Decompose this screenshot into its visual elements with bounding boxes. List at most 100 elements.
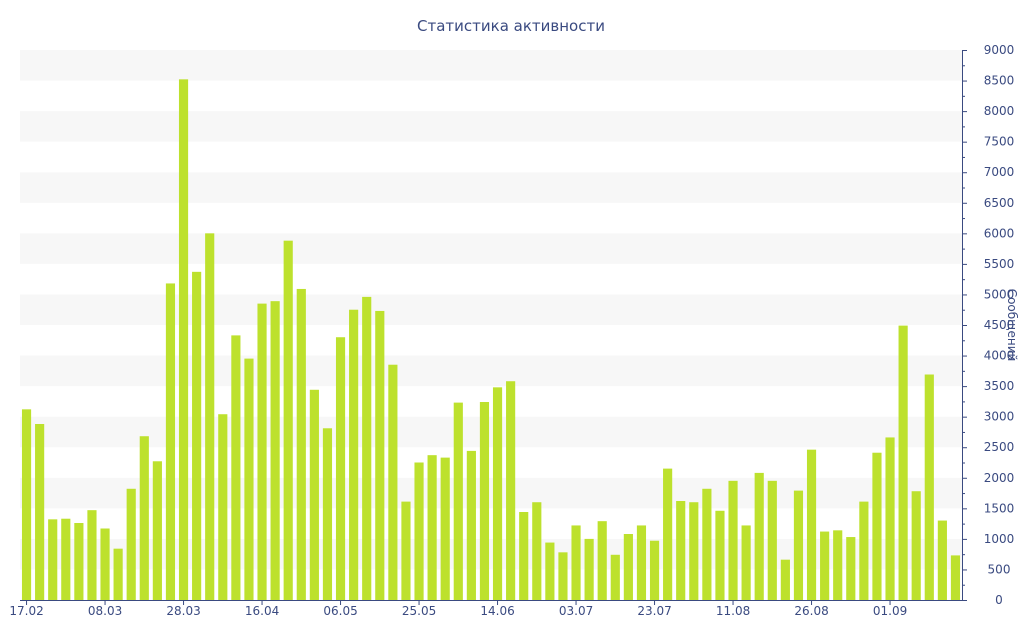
grid-band [20, 355, 962, 387]
bar [532, 502, 542, 600]
bar [806, 449, 817, 600]
bar [427, 455, 437, 600]
grid-band [20, 416, 962, 448]
x-tick-label: 28.03 [166, 604, 200, 618]
bar [113, 548, 123, 600]
bar [283, 240, 293, 600]
grid-band [20, 538, 962, 570]
grid-band [20, 477, 962, 509]
chart-title: Статистика активности [417, 17, 605, 35]
grid-band [20, 263, 962, 295]
x-tick-label: 25.05 [402, 604, 436, 618]
grid-band [20, 80, 962, 112]
bar [453, 402, 463, 600]
bar [689, 502, 699, 600]
bar [846, 537, 856, 600]
bar [61, 518, 71, 600]
bar [349, 309, 359, 600]
y-tick-label: 1500 [984, 501, 1015, 515]
y-tick-label: 2000 [984, 471, 1015, 485]
bar [898, 325, 908, 600]
y-tick-label: 5500 [984, 257, 1015, 271]
bar [440, 457, 450, 600]
bar [623, 534, 633, 600]
bars-group [21, 79, 961, 601]
bar [793, 490, 804, 600]
bar [702, 488, 712, 600]
x-tick-label: 23.07 [637, 604, 671, 618]
y-tick-label: 6000 [984, 226, 1015, 240]
x-tick-label: 08.03 [88, 604, 122, 618]
x-tick-label: 06.05 [323, 604, 357, 618]
x-tick-label: 16.04 [245, 604, 279, 618]
grid-band [20, 141, 962, 173]
x-tick-label: 26.08 [794, 604, 828, 618]
bar [663, 468, 673, 600]
bar [924, 374, 934, 600]
y-tick-label: 0 [995, 593, 1003, 607]
x-tick-label: 17.02 [9, 604, 43, 618]
bar [545, 542, 555, 600]
bar [610, 554, 620, 600]
bar [492, 387, 503, 600]
bar [780, 559, 790, 600]
grid-band [20, 325, 962, 356]
bar [48, 519, 58, 600]
x-tick-label: 11.08 [716, 604, 750, 618]
y-tick-label: 3000 [984, 410, 1015, 424]
bar [728, 480, 738, 600]
bar [571, 525, 581, 600]
grid-bands [20, 50, 962, 600]
bar [218, 414, 228, 600]
bar [741, 525, 751, 600]
bar [649, 540, 660, 600]
grid-band [20, 111, 962, 142]
grid-band [20, 508, 962, 539]
y-tick-label: 9000 [984, 43, 1015, 57]
bar [754, 472, 764, 600]
bar [506, 381, 516, 600]
y-tick-label: 4000 [984, 349, 1015, 363]
bar [466, 450, 476, 600]
bar [414, 462, 424, 600]
y-tick-label: 5000 [984, 287, 1015, 301]
bar [911, 491, 921, 600]
bar [270, 301, 280, 600]
grid-band [20, 386, 962, 417]
bar [820, 531, 830, 600]
bar [519, 512, 529, 600]
bar [205, 233, 215, 601]
bar [885, 437, 895, 600]
y-tick-label: 8500 [984, 74, 1015, 88]
y-tick-label: 4500 [984, 318, 1015, 332]
bar [937, 520, 947, 600]
bar [872, 452, 882, 600]
bar [126, 488, 136, 600]
grid-band [20, 172, 962, 203]
bar [178, 79, 189, 601]
y-tick-label: 1000 [984, 532, 1015, 546]
bar [584, 538, 594, 600]
bar [257, 303, 267, 600]
bar [833, 530, 843, 600]
bar [139, 436, 149, 600]
y-tick-label: 6500 [984, 196, 1015, 210]
bar [859, 501, 869, 600]
bar [950, 555, 961, 600]
bar [296, 288, 306, 600]
bar [309, 389, 319, 600]
y-tick-label: 7500 [984, 135, 1015, 149]
y-tick-label: 500 [988, 562, 1011, 576]
y-tick-label: 3500 [984, 379, 1015, 393]
bar [597, 521, 607, 600]
grid-band [20, 233, 962, 264]
y-tick-label: 7000 [984, 165, 1015, 179]
bar [401, 501, 411, 600]
grid-band [20, 202, 962, 234]
bar [767, 480, 777, 600]
bar [322, 428, 333, 600]
bar [165, 283, 176, 600]
y-tick-label: 8000 [984, 104, 1015, 118]
x-tick-label: 03.07 [559, 604, 593, 618]
